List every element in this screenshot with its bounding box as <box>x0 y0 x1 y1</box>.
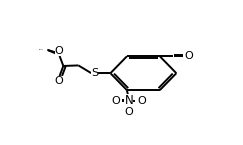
Text: methyl: methyl <box>39 48 44 50</box>
Text: O: O <box>124 107 133 117</box>
Text: S: S <box>91 68 98 78</box>
Text: O: O <box>55 46 63 56</box>
Text: O: O <box>184 51 193 61</box>
Text: O: O <box>112 96 121 106</box>
Text: O: O <box>137 96 146 106</box>
Text: O: O <box>55 76 63 86</box>
Text: N: N <box>124 94 133 107</box>
